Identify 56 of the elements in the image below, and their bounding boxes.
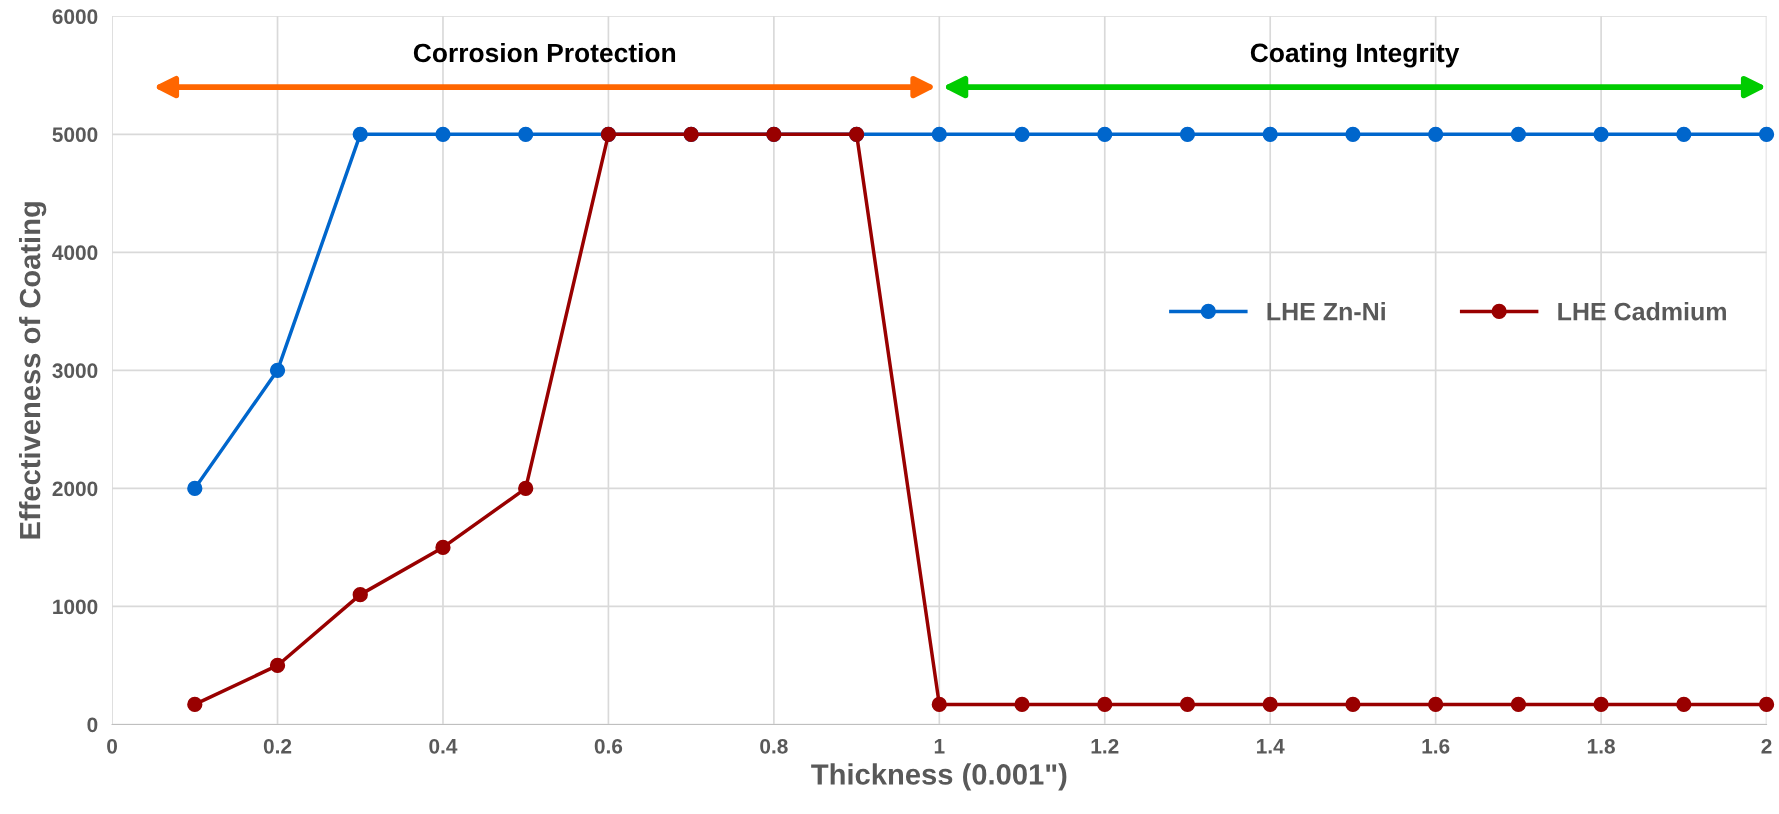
- point: [1345, 696, 1361, 713]
- point: [518, 480, 534, 497]
- point: [931, 126, 947, 142]
- y-tick-label: 2000: [52, 481, 98, 497]
- annotation: Corrosion Protection: [413, 42, 676, 63]
- point: [1758, 126, 1775, 142]
- y-tick-label: 5000: [52, 127, 98, 143]
- y-tick-label: 4000: [52, 245, 98, 261]
- point: [1014, 126, 1030, 142]
- point: [1593, 696, 1609, 713]
- legend-label: LHE Cadmium: [1558, 302, 1726, 321]
- y-tick-label: 3000: [52, 363, 98, 379]
- point: [1179, 126, 1196, 142]
- point: [1510, 696, 1527, 713]
- x-tick-label: 1: [934, 739, 945, 754]
- point: [931, 696, 947, 713]
- y-tick-label: 0: [87, 717, 98, 733]
- x-tick-label: 1.2: [1091, 738, 1119, 754]
- point: [435, 539, 451, 556]
- x-tick-label: 1.4: [1257, 739, 1285, 754]
- y-tick-label: 6000: [52, 9, 98, 25]
- point: [1676, 696, 1692, 713]
- point: [1510, 126, 1527, 142]
- point: [1428, 126, 1444, 142]
- point: [1345, 126, 1361, 142]
- point: [1097, 126, 1113, 142]
- x-tick-label: 0.2: [263, 738, 292, 754]
- y-tick-label: 1000: [53, 599, 98, 615]
- point: [435, 126, 451, 142]
- point: [352, 586, 368, 603]
- x-tick-label: 0.6: [594, 738, 623, 754]
- annotation: Coating Integrity: [1250, 42, 1460, 68]
- point: [352, 126, 368, 142]
- point: [1014, 696, 1030, 713]
- point: [1179, 696, 1196, 713]
- point: [1262, 126, 1278, 142]
- point: [1593, 126, 1609, 142]
- x-tick-label: 0.4: [429, 738, 458, 754]
- x-tick-label: 1.8: [1587, 738, 1615, 754]
- point: [269, 362, 286, 379]
- point: [269, 657, 286, 674]
- x-tick-label: 0.8: [760, 738, 788, 754]
- point: [1428, 696, 1444, 713]
- point: [518, 126, 534, 142]
- x-tick-label: 2: [1761, 738, 1772, 754]
- point: [187, 480, 203, 497]
- x-axis-title: Thickness (0.001"): [811, 763, 1067, 791]
- x-tick-label: 1.6: [1422, 738, 1450, 754]
- y-axis-title: Effectiveness of Coating: [18, 202, 47, 539]
- point: [1097, 696, 1113, 713]
- point: [1758, 696, 1775, 713]
- point: [1262, 696, 1278, 713]
- point: [1676, 126, 1692, 142]
- point: [187, 696, 203, 713]
- legend-label: LHE Zn-Ni: [1267, 302, 1385, 321]
- x-tick-label: 0: [107, 738, 118, 754]
